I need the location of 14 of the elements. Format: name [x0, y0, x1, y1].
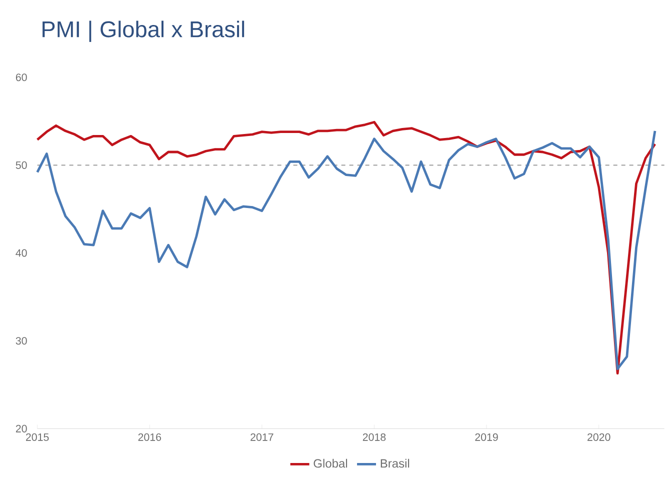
y-tick-label: 50: [16, 161, 27, 169]
y-tick-label: 20: [16, 424, 27, 432]
y-tick-label: 30: [16, 337, 27, 345]
y-tick-label: 40: [16, 249, 27, 257]
x-tick-label: 2017: [250, 433, 274, 441]
y-tick-label: 60: [16, 74, 27, 82]
legend-label: Global: [314, 458, 348, 468]
x-tick-label: 2015: [26, 433, 49, 441]
x-tick-label: 2016: [138, 433, 162, 441]
chart-title: PMI | Global x Brasil: [42, 20, 244, 42]
x-tick-label: 2018: [362, 433, 386, 441]
legend-label: Brasil: [380, 458, 410, 468]
x-tick-label: 2020: [588, 433, 610, 441]
x-tick-label: 2019: [475, 433, 498, 441]
